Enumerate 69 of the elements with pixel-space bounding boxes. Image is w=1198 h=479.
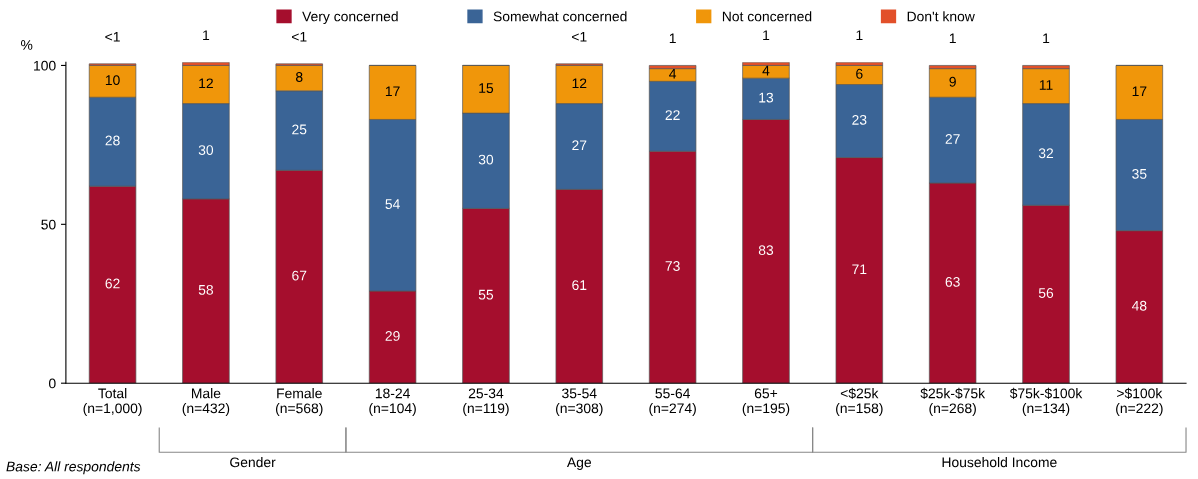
legend-label: Very concerned	[302, 11, 398, 25]
text: Age	[566, 457, 592, 470]
data-label: 71	[852, 264, 867, 274]
data-label: 28	[105, 135, 120, 146]
x-tick-label: $25k-$75k (n=268)	[920, 387, 986, 416]
data-label: 1	[856, 30, 863, 40]
x-tick-label: >$100k (n=222)	[1116, 387, 1163, 416]
y-axis-title: %	[21, 40, 33, 50]
data-label: 61	[572, 280, 587, 291]
data-label: 58	[198, 284, 214, 295]
x-tick-label: 25-34 (n=119)	[463, 388, 509, 416]
data-label: 35	[1132, 168, 1147, 179]
data-label: 32	[1038, 148, 1054, 159]
legend-label: Somewhat concerned	[493, 11, 627, 22]
data-label: 67	[292, 270, 307, 281]
data-label: <1	[105, 31, 120, 42]
data-label: 8	[295, 72, 303, 82]
x-tick-label: 35-54 (n=308)	[556, 388, 603, 416]
text: Base: All respondents	[6, 461, 141, 475]
data-label: 4	[762, 65, 770, 76]
data-label: 25	[292, 124, 307, 135]
data-label: 9	[949, 76, 956, 87]
data-label: 27	[572, 140, 587, 151]
data-label: 17	[385, 86, 400, 97]
data-label: 17	[1132, 86, 1147, 97]
data-label: 55	[478, 289, 494, 300]
data-label: 48	[1131, 300, 1147, 311]
y-tick-label: 50	[41, 219, 56, 230]
data-label: 1	[763, 30, 770, 40]
text: Gender	[230, 457, 276, 468]
data-label: 13	[759, 92, 774, 103]
data-label: 11	[1039, 80, 1053, 90]
data-label: 56	[1038, 288, 1054, 298]
x-tick-label: 65+ (n=195)	[742, 388, 790, 416]
data-label: 30	[198, 145, 214, 155]
legend-label: Not concerned	[722, 11, 812, 22]
data-label: 29	[385, 331, 400, 341]
y-tick-label: 100	[34, 60, 56, 71]
data-label: 6	[856, 68, 863, 79]
x-tick-label: 55-64 (n=274)	[649, 388, 696, 416]
x-tick-label: Total (n=1,000)	[83, 388, 142, 416]
y-tick-label: 0	[48, 378, 56, 389]
data-label: 1	[203, 30, 210, 40]
data-label: 23	[852, 114, 867, 125]
x-tick-label: 18-24 (n=104)	[369, 388, 416, 416]
data-label: 12	[572, 78, 587, 89]
data-label: 4	[669, 69, 677, 79]
data-label: 27	[945, 134, 960, 144]
data-label: <1	[292, 31, 307, 42]
data-label: 10	[105, 75, 120, 86]
x-tick-label: <$25k (n=158)	[836, 387, 883, 416]
data-label: 1	[669, 33, 676, 44]
x-tick-label: Male (n=432)	[182, 388, 230, 416]
data-label: 1	[949, 33, 956, 44]
data-label: 73	[665, 261, 680, 271]
data-label: <1	[572, 31, 587, 42]
data-label: 15	[479, 83, 494, 94]
text: Household Income	[942, 457, 1057, 468]
data-label: 63	[945, 277, 960, 287]
data-label: 30	[478, 154, 494, 165]
data-label: 12	[199, 78, 213, 89]
x-tick-label: Female (n=568)	[275, 388, 323, 416]
data-label: 22	[665, 110, 680, 120]
data-label: 1	[1043, 33, 1050, 44]
data-label: 83	[758, 245, 774, 256]
x-tick-label: $75k-$100k (n=134)	[1009, 387, 1083, 416]
data-label: 62	[105, 278, 120, 289]
data-label: 54	[385, 199, 400, 209]
legend-label: Don't know	[907, 11, 975, 22]
